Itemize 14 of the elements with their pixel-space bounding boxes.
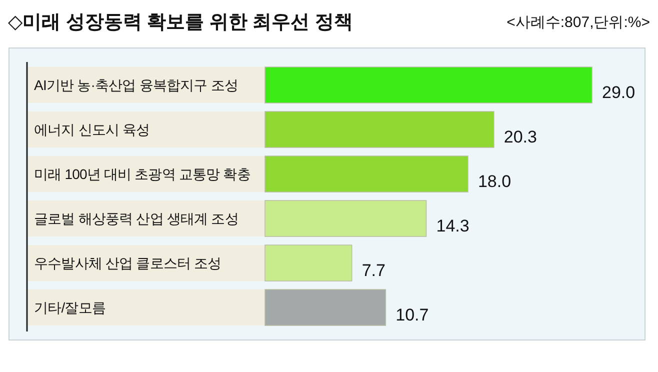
y-tick-label: 기타/잘모름 bbox=[34, 300, 106, 316]
data-label: 29.0 bbox=[602, 83, 636, 102]
data-label: 20.3 bbox=[504, 128, 537, 146]
data-label: 7.7 bbox=[362, 261, 386, 280]
chart-title: ◇미래 성장동력 확보를 위한 최우선 정책 bbox=[8, 12, 354, 33]
data-label: 10.7 bbox=[396, 306, 429, 324]
data-label: 18.0 bbox=[478, 172, 512, 191]
y-tick-label: 우수발사체 산업 클로스터 조성 bbox=[34, 255, 222, 271]
y-tick-label: AI기반 농·축산업 융복합지구 조성 bbox=[34, 77, 238, 93]
y-tick-label: 에너지 신도시 육성 bbox=[34, 122, 150, 138]
y-tick-label: 미래 100년 대비 초광역 교통망 확충 bbox=[34, 166, 250, 182]
data-label: 14.3 bbox=[436, 216, 470, 236]
chart-subtitle: <사례수:807,단위:%> bbox=[506, 14, 650, 31]
y-tick-label: 글로벌 해상풍력 산업 생태계 조성 bbox=[34, 210, 238, 226]
